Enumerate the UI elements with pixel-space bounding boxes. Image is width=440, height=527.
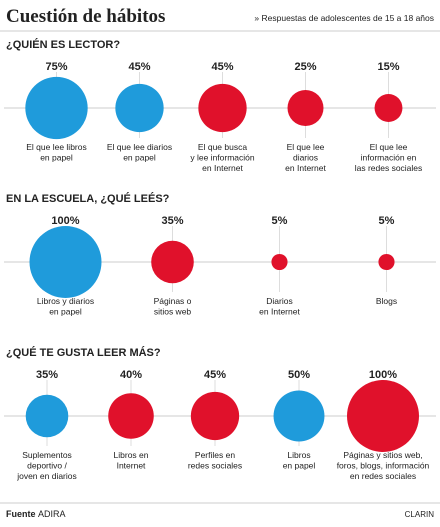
bubble	[25, 76, 88, 140]
page-title: Cuestión de hábitos	[6, 6, 165, 27]
bubble	[198, 83, 247, 133]
category-label: Perfiles en redes sociales	[188, 450, 242, 471]
category-label: El que lee diarios en papel	[107, 142, 172, 163]
category-label: Libros en Internet	[114, 450, 149, 471]
bubble	[29, 226, 102, 298]
value-label: 45%	[204, 369, 226, 381]
bubble	[374, 94, 403, 122]
category-label: Diarios en Internet	[259, 296, 300, 317]
category-label: El que lee libros en papel	[26, 142, 86, 163]
category-label: Blogs	[376, 296, 397, 306]
value-label: 45%	[211, 61, 233, 73]
value-label: 100%	[51, 215, 79, 227]
value-label: 40%	[120, 369, 142, 381]
category-label: El que busca y lee información en Internet	[190, 142, 255, 173]
value-label: 50%	[288, 369, 310, 381]
category-label: Páginas o sitios web	[154, 296, 192, 317]
category-label: El que lee información en las redes social…	[355, 142, 423, 173]
value-label: 15%	[377, 61, 399, 73]
value-label: 35%	[161, 215, 183, 227]
section-title: ¿QUÉ TE GUSTA LEER MÁS?	[6, 346, 161, 359]
value-label: 5%	[379, 215, 395, 227]
bubble	[190, 391, 240, 441]
section-title: ¿QUIÉN ES LECTOR?	[6, 38, 120, 51]
value-label: 5%	[272, 215, 288, 227]
value-label: 75%	[45, 61, 67, 73]
category-label: Libros y diarios en papel	[37, 296, 94, 317]
category-label: El que lee diarios en Internet	[285, 142, 326, 173]
bubble	[108, 393, 154, 439]
bubble	[25, 394, 69, 438]
bubble	[273, 390, 325, 442]
value-label: 100%	[369, 369, 397, 381]
bubble	[115, 83, 164, 133]
subtitle: » Respuestas de adolescentes de 15 a 18 …	[254, 13, 434, 23]
source-label: Fuente	[6, 509, 36, 519]
brand: CLARIN	[405, 510, 435, 519]
category-label: Libros en papel	[283, 450, 316, 471]
value-label: 45%	[128, 61, 150, 73]
bubble	[347, 380, 419, 452]
category-label: Suplementos deportivo / joven en diarios	[16, 450, 77, 481]
value-label: 25%	[294, 61, 316, 73]
bubble	[151, 240, 194, 284]
bubble	[271, 253, 288, 271]
category-label: Páginas y sitios web, foros, blogs, infor…	[337, 450, 430, 481]
bubble	[287, 90, 324, 126]
value-label: 35%	[36, 369, 58, 381]
section-title: EN LA ESCUELA, ¿QUÉ LEÉS?	[6, 192, 170, 205]
source: ADIRA	[38, 509, 66, 519]
bubble	[378, 253, 395, 271]
